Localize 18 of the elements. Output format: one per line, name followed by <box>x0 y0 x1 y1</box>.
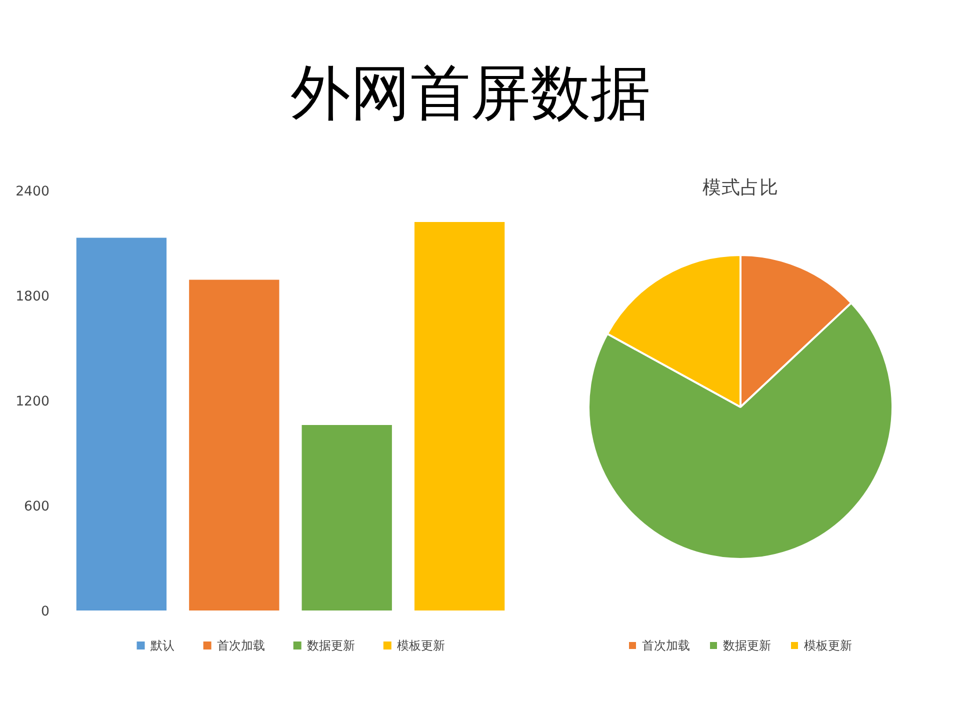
legend-label: 模板更新 <box>804 638 852 652</box>
y-tick-label: 1200 <box>16 394 50 410</box>
legend-label: 数据更新 <box>723 638 771 652</box>
bar <box>302 425 392 610</box>
chart-title: 模式占比 <box>702 178 778 198</box>
legend-label: 默认 <box>150 638 175 652</box>
legend-label: 首次加载 <box>642 638 690 652</box>
bar <box>76 238 167 610</box>
y-tick-label: 2400 <box>16 184 50 200</box>
bar <box>189 280 280 610</box>
chart-title: 外网首屏数据 <box>290 58 650 128</box>
legend-label: 数据更新 <box>307 638 356 652</box>
y-tick-label: 0 <box>41 604 50 620</box>
legend-label: 首次加载 <box>217 638 266 652</box>
legend-label: 模板更新 <box>397 638 446 652</box>
bar <box>414 222 505 610</box>
y-tick-label: 1800 <box>16 290 50 304</box>
y-tick-label: 600 <box>24 500 50 514</box>
